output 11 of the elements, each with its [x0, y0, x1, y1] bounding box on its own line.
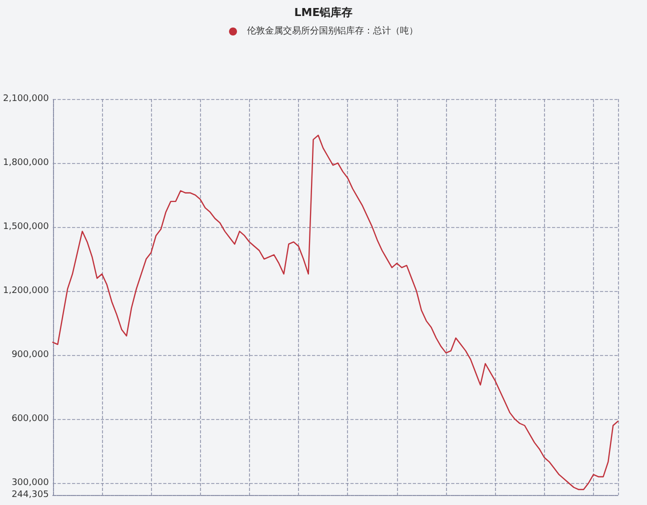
y-tick-label: 900,000 [12, 350, 50, 360]
chart-title: LME铝库存 [294, 6, 353, 19]
y-tick-label: 300,000 [12, 478, 50, 488]
y-tick-label: 1,800,000 [2, 158, 50, 168]
y-tick-label: 600,000 [12, 414, 50, 424]
line-series [52, 134, 619, 490]
y-tick-label: 1,500,000 [2, 222, 50, 232]
y-tick-label: 1,200,000 [2, 286, 50, 296]
y-tick-label: 2,100,000 [2, 94, 50, 104]
y-tick-label: 244,305 [12, 490, 49, 500]
legend-label: 伦敦金属交易所分国别铝库存：总计（吨） [247, 26, 418, 36]
